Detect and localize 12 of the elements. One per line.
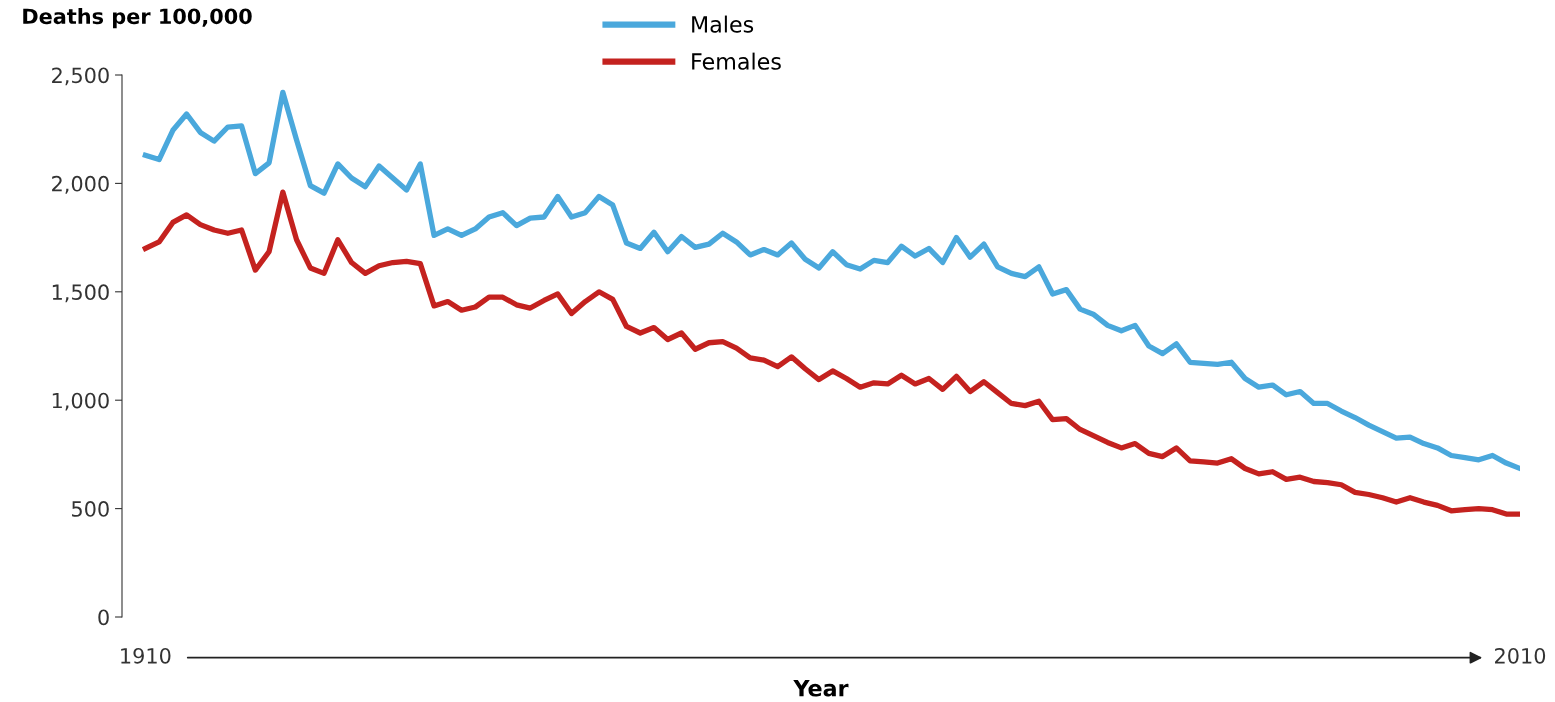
y-tick-label: 0 [98,609,109,626]
y-tick-label: 500 [72,501,109,517]
x-tick-label: 2010 [1495,647,1546,664]
x-axis-title: Year [793,680,849,697]
y-tick-label: 1,500 [52,284,109,303]
legend-label: Males [692,15,754,33]
y-tick-label: 1,000 [52,392,109,411]
legend-label: Females [692,52,781,70]
y-tick-label: 2,000 [52,175,109,194]
x-tick-label: 1910 [121,647,171,664]
y-tick-label: 2,500 [52,67,109,86]
y-axis-title: Deaths per 100,000 [23,8,252,29]
